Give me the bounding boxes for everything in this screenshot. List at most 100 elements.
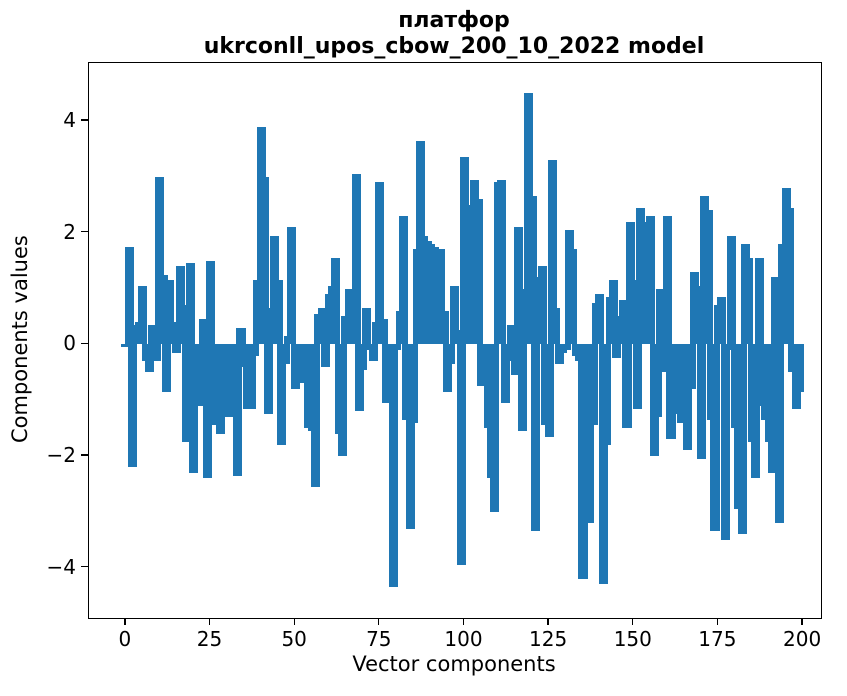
bar xyxy=(561,344,571,350)
bar xyxy=(551,308,561,345)
x-tick-label: 150 xyxy=(613,627,652,651)
bar xyxy=(202,344,212,479)
bar xyxy=(751,344,761,479)
bar xyxy=(233,344,243,476)
bar xyxy=(375,182,385,345)
bar xyxy=(145,344,155,373)
bar xyxy=(429,246,439,345)
y-tick-label: −2 xyxy=(46,443,76,468)
bar xyxy=(361,308,371,345)
bar xyxy=(168,322,178,345)
bar xyxy=(608,280,618,345)
bar xyxy=(246,344,256,409)
x-axis-label: Vector components xyxy=(352,652,556,676)
bar xyxy=(768,344,778,473)
bar xyxy=(503,344,514,362)
bar xyxy=(774,344,784,524)
bar xyxy=(527,196,537,345)
x-tick-mark xyxy=(716,618,719,626)
bar xyxy=(656,288,666,345)
bar xyxy=(178,305,188,345)
bar xyxy=(358,344,368,370)
bar xyxy=(148,324,158,345)
bar xyxy=(595,294,605,345)
bar xyxy=(287,227,297,345)
bar xyxy=(473,199,483,345)
bar xyxy=(514,227,524,345)
bar xyxy=(456,344,466,565)
bar xyxy=(162,344,172,392)
bar xyxy=(439,310,449,345)
x-tick-label: 0 xyxy=(118,627,132,651)
bar xyxy=(280,344,290,364)
bar xyxy=(399,215,409,345)
bar xyxy=(771,277,781,345)
x-tick-mark xyxy=(632,618,634,626)
bar xyxy=(737,344,747,535)
bar xyxy=(378,319,388,345)
bar xyxy=(598,344,608,585)
bar xyxy=(138,285,148,345)
bar xyxy=(172,344,182,353)
bar xyxy=(744,257,754,345)
bar xyxy=(547,160,558,345)
bar xyxy=(310,344,321,487)
x-tick-label: 125 xyxy=(529,627,568,651)
bar xyxy=(693,285,703,345)
bar xyxy=(507,324,517,345)
bar xyxy=(392,344,402,350)
bar xyxy=(263,344,273,415)
bar xyxy=(222,344,232,417)
bar xyxy=(568,249,578,345)
bar xyxy=(273,280,283,345)
bar xyxy=(585,344,595,524)
bar xyxy=(351,174,361,345)
bar xyxy=(388,344,398,588)
bar xyxy=(453,330,463,345)
bar xyxy=(182,344,192,443)
bar xyxy=(696,344,706,459)
bar xyxy=(602,344,612,445)
bar xyxy=(331,257,341,345)
bar xyxy=(260,176,270,345)
bar xyxy=(236,327,246,345)
bar xyxy=(717,296,727,345)
chart-title: платфор ukrconll_upos_cbow_200_10_2022 m… xyxy=(88,8,820,60)
x-tick-label: 175 xyxy=(698,627,737,651)
x-tick-label: 50 xyxy=(281,627,307,651)
bar xyxy=(795,344,805,392)
bar xyxy=(409,344,419,423)
bar xyxy=(497,179,507,345)
bar xyxy=(727,235,737,345)
bar xyxy=(544,344,554,437)
bar xyxy=(436,249,446,345)
bar xyxy=(405,344,415,529)
bar xyxy=(683,344,693,451)
x-tick-mark xyxy=(801,618,803,626)
bar xyxy=(669,344,679,415)
bar xyxy=(206,260,216,345)
bar xyxy=(277,344,287,445)
chart-title-word: платфор xyxy=(398,8,510,33)
y-tick-mark xyxy=(81,454,88,456)
bar xyxy=(686,344,696,390)
bar xyxy=(158,274,168,345)
bar xyxy=(612,344,622,359)
bar xyxy=(510,344,520,376)
bar xyxy=(446,344,456,364)
bar xyxy=(124,246,134,345)
bar xyxy=(121,344,131,348)
bar xyxy=(199,319,209,345)
bar xyxy=(195,344,205,406)
bar xyxy=(151,344,161,362)
y-tick-label: −4 xyxy=(46,554,76,579)
plot-area xyxy=(88,62,822,619)
bar xyxy=(663,215,673,345)
x-tick-mark xyxy=(293,618,295,626)
bar xyxy=(128,344,138,468)
bar xyxy=(632,344,642,409)
bar xyxy=(646,215,656,345)
x-tick-label: 25 xyxy=(196,627,223,651)
x-tick-label: 75 xyxy=(366,627,392,651)
bar xyxy=(216,344,226,434)
